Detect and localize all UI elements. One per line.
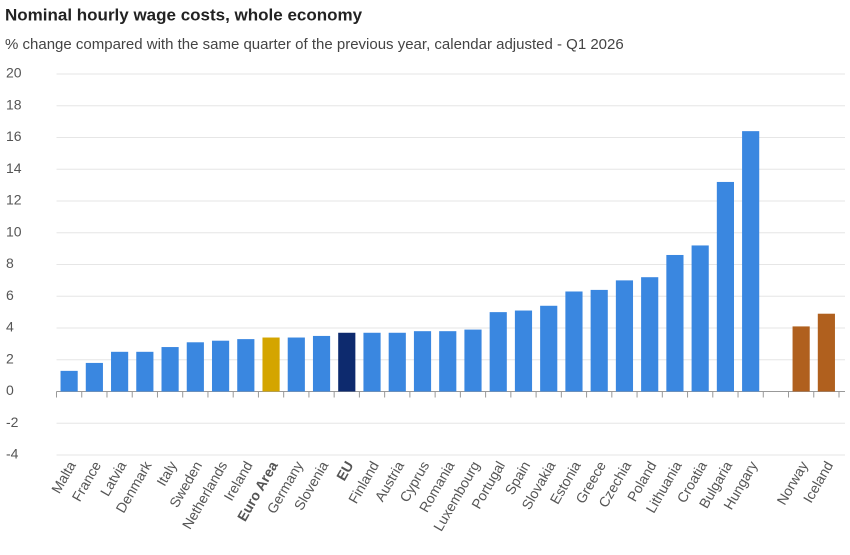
bar (691, 245, 709, 392)
bar (161, 347, 179, 392)
bar (464, 329, 482, 392)
bar (540, 305, 558, 392)
bar (111, 351, 129, 392)
bar (590, 289, 608, 392)
y-tick-label: 6 (6, 287, 14, 303)
bar (565, 291, 583, 392)
bar (237, 339, 255, 392)
chart-subtitle: % change compared with the same quarter … (5, 36, 624, 53)
bar (312, 335, 331, 392)
y-tick-label: 14 (6, 160, 22, 176)
bar (742, 131, 760, 392)
bar (641, 277, 659, 392)
y-tick-label: 18 (6, 96, 22, 112)
bar (363, 332, 381, 392)
bar (186, 342, 204, 392)
bar (716, 181, 734, 392)
y-tick-label: 12 (6, 192, 22, 208)
bar (262, 337, 280, 392)
bar (211, 340, 230, 392)
y-tick-label: 16 (6, 128, 22, 144)
bar (792, 326, 810, 392)
chart-title: Nominal hourly wage costs, whole economy (5, 5, 363, 24)
y-tick-label: 8 (6, 255, 14, 271)
y-tick-label: 2 (6, 350, 14, 366)
bar (666, 254, 684, 392)
bar (489, 312, 507, 392)
y-tick-label: -2 (6, 414, 19, 430)
bar (413, 331, 432, 392)
y-tick-label: 20 (6, 65, 22, 81)
y-tick-label: 0 (6, 382, 14, 398)
bar (287, 337, 305, 392)
bar (817, 313, 835, 392)
x-tick-label: EU (333, 458, 357, 483)
bar (388, 332, 406, 392)
y-tick-label: 4 (6, 319, 14, 335)
bar (85, 362, 103, 392)
bar (338, 332, 356, 392)
bar (60, 370, 78, 392)
bar (514, 310, 533, 392)
y-tick-label: -4 (6, 446, 19, 462)
bar (439, 331, 457, 392)
bar (615, 280, 634, 392)
y-tick-label: 10 (6, 223, 22, 239)
bar (136, 351, 154, 392)
